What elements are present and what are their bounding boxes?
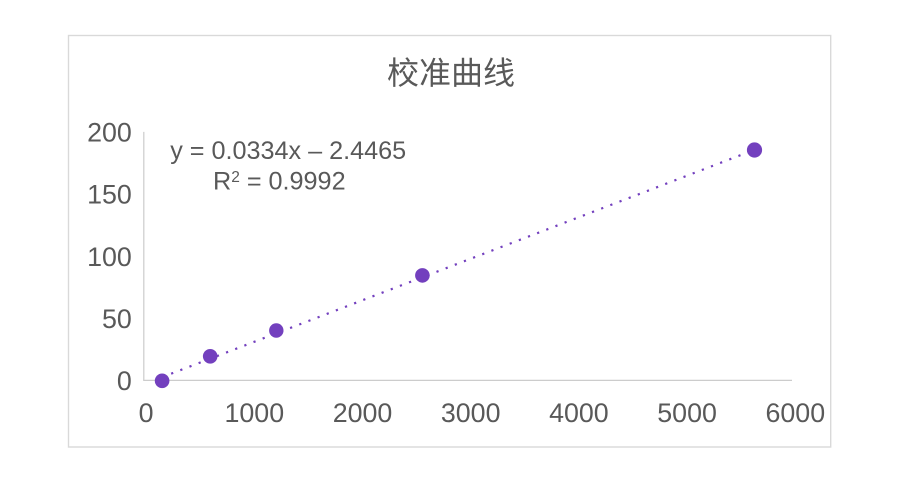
svg-text:100: 100 bbox=[87, 242, 132, 272]
svg-text:6000: 6000 bbox=[765, 398, 825, 428]
svg-text:2000: 2000 bbox=[333, 398, 393, 428]
svg-text:3000: 3000 bbox=[441, 398, 501, 428]
svg-text:1000: 1000 bbox=[224, 398, 284, 428]
svg-text:0: 0 bbox=[117, 366, 132, 396]
svg-text:y = 0.0334x – 2.4465: y = 0.0334x – 2.4465 bbox=[170, 137, 406, 165]
svg-text:R2 = 0.9992: R2 = 0.9992 bbox=[213, 167, 346, 195]
svg-text:50: 50 bbox=[102, 304, 132, 334]
svg-text:0: 0 bbox=[139, 398, 154, 428]
svg-text:5000: 5000 bbox=[657, 398, 717, 428]
svg-text:150: 150 bbox=[87, 180, 132, 210]
svg-text:200: 200 bbox=[87, 118, 132, 148]
svg-text:4000: 4000 bbox=[549, 398, 609, 428]
